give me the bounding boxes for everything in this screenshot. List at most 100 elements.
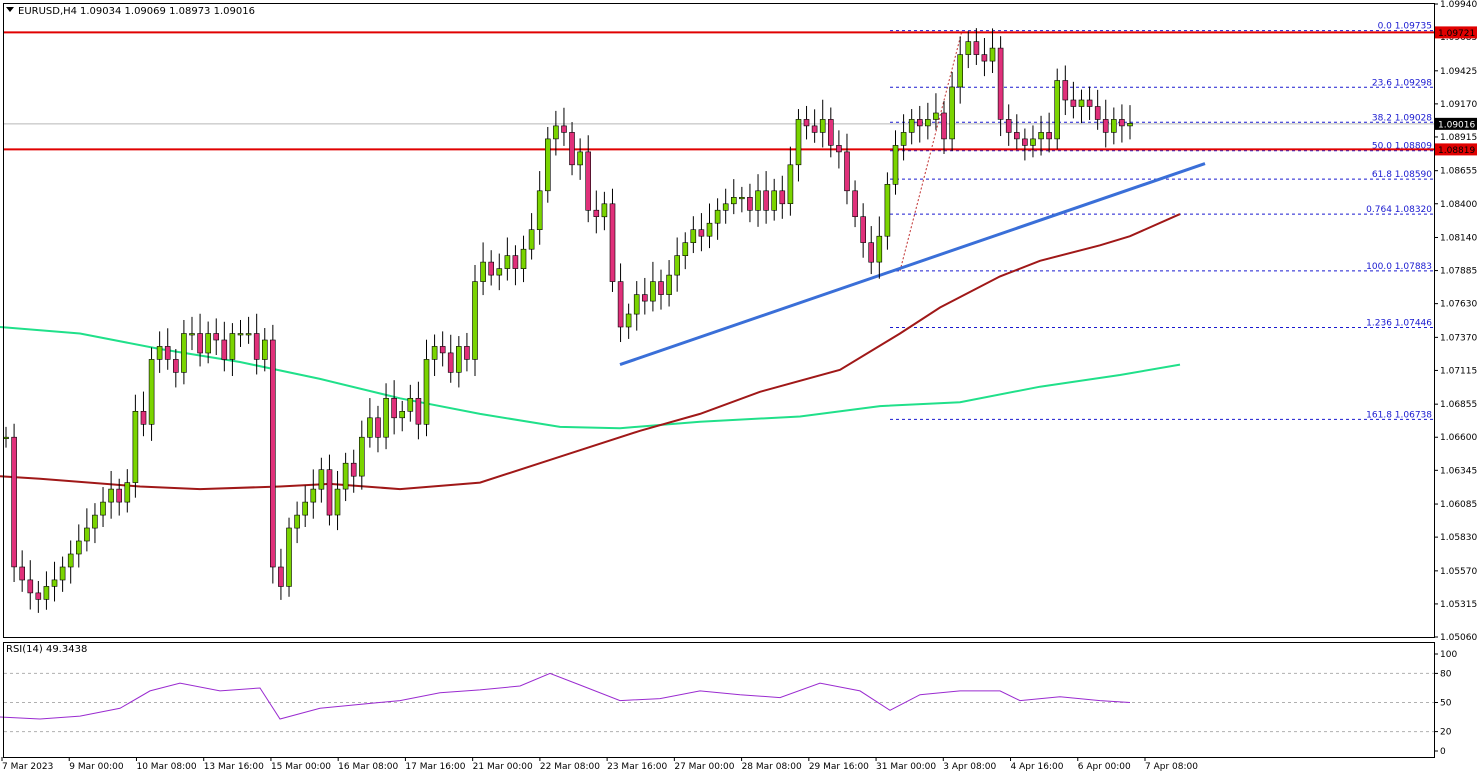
candle [957,36,964,104]
fib-anchor-line [899,30,963,271]
price-tick-label: 1.07630 [1440,300,1477,310]
bullish-candle-body [92,514,98,529]
candle [269,324,276,584]
candle [803,105,810,140]
collapse-triangle-icon[interactable] [6,7,14,12]
candle [528,213,535,260]
candle [1086,86,1093,120]
candle [132,394,139,498]
price-tag-label: 1.09016 [1438,120,1475,130]
candle [739,186,745,213]
candle [730,179,737,215]
bearish-candle-body [1102,119,1109,133]
bullish-candle-body [787,164,794,205]
candle [1054,68,1060,150]
time-tick-label: 3 Apr 08:00 [943,762,996,772]
bearish-candle-body [447,352,454,373]
bearish-candle-body [569,132,575,166]
candle [609,188,616,292]
fib-level-label: 50.0 1.08809 [1372,142,1432,152]
candle [43,571,50,610]
time-tick-label: 17 Mar 16:00 [405,762,465,772]
candle [334,470,341,531]
bullish-candle-body [399,410,406,419]
candle [375,405,381,453]
candle [197,313,203,367]
candle [1094,89,1101,130]
time-tick-label: 29 Mar 16:00 [809,762,869,772]
candle [51,561,58,602]
candle [884,172,891,250]
candle [342,452,349,502]
candle [819,99,826,148]
bullish-candle-body [318,469,325,490]
bearish-candle-body [997,47,1004,120]
fast-moving-average-line [0,213,1181,491]
bullish-candle-body [714,209,721,224]
bullish-candle-body [730,197,737,205]
bullish-candle-body [358,436,365,477]
bullish-candle-body [261,339,268,360]
candle [92,503,98,544]
bullish-candle-body [43,586,50,600]
candle [1127,105,1133,140]
bullish-candle-body [892,145,899,185]
price-tick-label: 1.05315 [1440,600,1477,610]
bullish-candle-body [933,112,939,120]
bullish-candle-body [67,553,74,568]
candle [698,213,705,252]
price-tick-label: 1.06085 [1440,500,1477,510]
bullish-candle-body [819,119,826,133]
rsi-tick-label: 0 [1440,747,1446,757]
bullish-candle-body [84,527,90,542]
trend-line [619,162,1206,367]
candle [253,313,260,375]
bearish-candle-body [253,333,260,360]
bearish-candle-body [1005,119,1012,133]
candle [569,122,575,176]
bearish-candle-body [916,119,923,127]
bullish-candle-body [528,229,535,250]
candle [221,321,228,372]
fib-level-label: 61.8 1.08590 [1372,170,1432,180]
time-tick-label: 7 Mar 2023 [2,762,53,772]
bearish-candle-body [1046,132,1052,140]
bullish-candle-body [472,281,478,360]
time-tick-label: 13 Mar 16:00 [204,762,264,772]
bullish-candle-body [431,346,438,360]
candle [100,487,106,528]
bearish-candle-body [941,112,947,140]
candle [278,548,284,600]
bullish-candle-body [739,197,745,200]
candle [124,469,131,513]
candle [924,102,931,140]
candle [593,190,600,234]
candle [617,263,624,343]
price-tick-label: 1.06600 [1440,433,1477,443]
bearish-candle-body [197,333,203,354]
candle [391,380,397,435]
bullish-candle-body [59,566,66,581]
bullish-candle-body [520,248,527,269]
bearish-candle-body [1094,106,1101,120]
fib-level-label: 161.8 1.06738 [1366,410,1432,420]
bullish-candle-body [504,255,511,269]
bearish-candle-body [844,151,850,192]
candle [399,400,406,432]
bullish-candle-body [989,47,996,62]
fib-level-label: 100.0 1.07883 [1366,262,1432,272]
bullish-candle-body [544,138,551,192]
candle [836,130,842,169]
candle [601,191,608,231]
bullish-candle-body [949,86,955,140]
candle [1013,114,1020,150]
bearish-candle-body [617,281,624,328]
candle [27,560,34,610]
candle [1005,104,1012,146]
candle [577,138,583,180]
candle [900,114,907,161]
candle [367,398,373,448]
candle [553,110,559,156]
bearish-candle-body [763,190,769,211]
